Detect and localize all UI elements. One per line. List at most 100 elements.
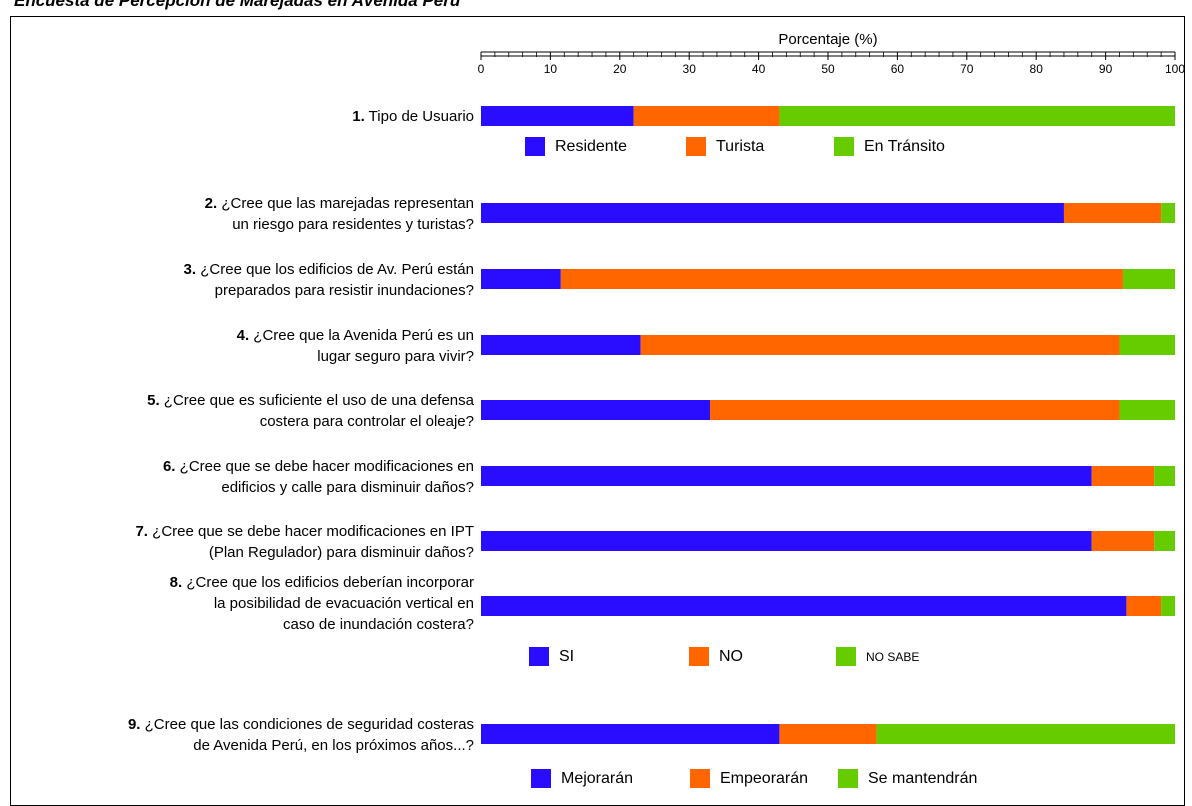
question-text: ¿Cree que se debe hacer modificaciones e…: [175, 458, 474, 475]
question-text: ¿Cree que la Avenida Perú es un: [249, 327, 474, 344]
legend-swatch-orange: [690, 769, 710, 788]
question-label-line: costera para controlar el oleaje?: [260, 413, 474, 430]
question-label-line: 3. ¿Cree que los edificios de Av. Perú e…: [184, 261, 474, 278]
bar-segment-blue: [481, 466, 1092, 486]
legend-label: Empeorarán: [720, 770, 808, 787]
question-9: 9. ¿Cree que las condiciones de segurida…: [128, 716, 1175, 754]
question-number: 6.: [163, 458, 176, 475]
x-tick-label: 30: [683, 62, 697, 76]
legend-label: SI: [559, 648, 574, 665]
legend-swatch-green: [838, 769, 858, 788]
legend-swatch-green: [834, 137, 854, 156]
question-number: 2.: [205, 195, 218, 212]
bar-segment-green: [1161, 596, 1175, 616]
question-text: ¿Cree que es suficiente el uso de una de…: [160, 392, 475, 409]
bar-segment-orange: [640, 335, 1120, 355]
x-tick-label: 100: [1165, 62, 1185, 76]
legend-swatch-blue: [531, 769, 551, 788]
bar-segment-orange: [779, 724, 877, 744]
question-number: 1.: [352, 108, 365, 125]
question-6: 6. ¿Cree que se debe hacer modificacione…: [163, 458, 1175, 496]
question-5: 5. ¿Cree que es suficiente el uso de una…: [147, 392, 1175, 430]
question-label-line: 7. ¿Cree que se debe hacer modificacione…: [135, 523, 474, 540]
bar-segment-orange: [1126, 596, 1162, 616]
x-tick-label: 80: [1030, 62, 1044, 76]
legend-swatch-green: [836, 647, 856, 666]
legend-label: Residente: [555, 138, 627, 155]
question-number: 3.: [184, 261, 197, 278]
bar-segment-blue: [481, 724, 780, 744]
legend-label: NO SABE: [866, 650, 919, 664]
bar-segment-orange: [1091, 466, 1155, 486]
bar-segment-blue: [481, 596, 1127, 616]
bar-segment-green: [1119, 335, 1175, 355]
x-tick-label: 40: [752, 62, 766, 76]
question-label-line: preparados para resistir inundaciones?: [215, 282, 474, 299]
x-tick-label: 20: [613, 62, 627, 76]
question-label-line: 2. ¿Cree que las marejadas representan: [205, 195, 474, 212]
legend-label: Mejorarán: [561, 770, 633, 787]
x-tick-label: 70: [960, 62, 974, 76]
bar-segment-blue: [481, 531, 1092, 551]
legend-label: Turista: [716, 138, 764, 155]
bar-segment-orange: [1091, 531, 1155, 551]
page-title: Encuesta de Percepción de Marejadas en A…: [14, 0, 461, 10]
bar-segment-blue: [481, 106, 634, 126]
legend-label: En Tránsito: [864, 138, 945, 155]
x-tick-label: 10: [544, 62, 558, 76]
question-label-line: de Avenida Perú, en los próximos años...…: [193, 737, 474, 754]
legend-swatch-orange: [686, 137, 706, 156]
question-text: Tipo de Usuario: [365, 108, 474, 125]
x-axis-label: Porcentaje (%): [778, 31, 877, 48]
bar-segment-green: [1119, 400, 1175, 420]
legend-swatch-blue: [529, 647, 549, 666]
question-number: 9.: [128, 716, 141, 733]
bar-segment-orange: [1063, 203, 1162, 223]
question-number: 5.: [147, 392, 160, 409]
legend-si-no: SI NO NO SABE: [529, 647, 919, 666]
question-label-line: 9. ¿Cree que las condiciones de segurida…: [128, 716, 474, 733]
x-tick-label: 60: [891, 62, 905, 76]
question-label-line: 1. Tipo de Usuario: [352, 108, 474, 125]
question-label-line: 6. ¿Cree que se debe hacer modificacione…: [163, 458, 474, 475]
bar-segment-green: [1154, 466, 1175, 486]
bar-segment-blue: [481, 400, 711, 420]
legend-futuro: Mejorarán Empeorarán Se mantendrán: [531, 769, 977, 788]
question-label-line: 5. ¿Cree que es suficiente el uso de una…: [147, 392, 475, 409]
x-tick-label: 90: [1099, 62, 1113, 76]
question-7: 7. ¿Cree que se debe hacer modificacione…: [135, 523, 1175, 561]
bar-segment-blue: [481, 203, 1064, 223]
legend-swatch-blue: [525, 137, 545, 156]
question-number: 7.: [135, 523, 148, 540]
question-text: ¿Cree que las marejadas representan: [217, 195, 474, 212]
question-label-line: 4. ¿Cree que la Avenida Perú es un: [237, 327, 474, 344]
question-text: ¿Cree que se debe hacer modificaciones e…: [148, 523, 474, 540]
x-axis: Porcentaje (%) 0 10 20 30 40 50 60 70 80 90 100: [478, 31, 1186, 76]
question-number: 4.: [237, 327, 250, 344]
question-label-line: la posibilidad de evacuación vertical en: [214, 595, 474, 612]
x-tick-label: 0: [478, 62, 485, 76]
question-label-line: caso de inundación costera?: [283, 616, 474, 633]
question-3: 3. ¿Cree que los edificios de Av. Perú e…: [184, 261, 1175, 299]
bar-segment-blue: [481, 269, 561, 289]
question-8: 8. ¿Cree que los edificios deberían inco…: [170, 574, 1175, 633]
question-text: ¿Cree que los edificios deberían incorpo…: [182, 574, 474, 591]
question-number: 8.: [170, 574, 183, 591]
question-1: 1. Tipo de Usuario: [352, 106, 1175, 126]
bar-segment-green: [779, 106, 1175, 126]
x-tick-label: 50: [821, 62, 835, 76]
bar-segment-orange: [560, 269, 1123, 289]
bar-segment-blue: [481, 335, 641, 355]
bar-segment-green: [876, 724, 1175, 744]
question-label-line: (Plan Regulador) para disminuir daños?: [209, 544, 474, 561]
bar-segment-orange: [710, 400, 1120, 420]
question-label-line: lugar seguro para vivir?: [317, 348, 474, 365]
question-4: 4. ¿Cree que la Avenida Perú es un lugar …: [237, 327, 1175, 365]
legend-swatch-orange: [689, 647, 709, 666]
bar-segment-green: [1161, 203, 1175, 223]
question-text: ¿Cree que los edificios de Av. Perú está…: [196, 261, 474, 278]
bar-segment-green: [1122, 269, 1175, 289]
question-2: 2. ¿Cree que las marejadas representan un…: [205, 195, 1175, 233]
bar-segment-green: [1154, 531, 1175, 551]
